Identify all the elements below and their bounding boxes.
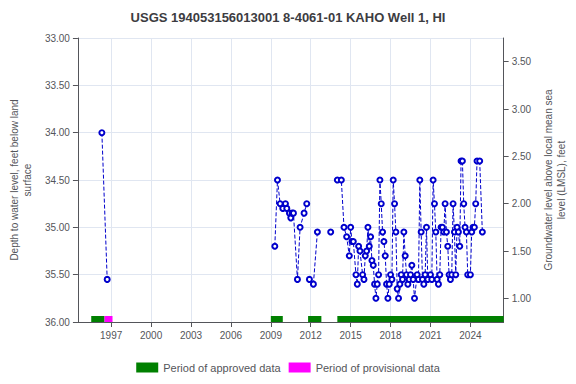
svg-text:2018: 2018 [379,330,402,341]
svg-text:2000: 2000 [140,330,163,341]
svg-text:2009: 2009 [260,330,283,341]
svg-text:3.50: 3.50 [512,56,532,67]
svg-text:34.00: 34.00 [45,127,70,138]
svg-text:33.00: 33.00 [45,33,70,44]
svg-text:36.00: 36.00 [45,317,70,328]
svg-text:Period of provisional data: Period of provisional data [316,362,441,374]
svg-text:1.00: 1.00 [512,293,532,304]
svg-text:2.00: 2.00 [512,198,532,209]
svg-text:35.00: 35.00 [45,222,70,233]
svg-text:USGS 194053156013001 8-4061-01: USGS 194053156013001 8-4061-01 KAHO Well… [131,10,446,25]
svg-text:35.50: 35.50 [45,269,70,280]
svg-text:33.50: 33.50 [45,80,70,91]
svg-text:2003: 2003 [180,330,203,341]
svg-text:2006: 2006 [220,330,243,341]
svg-text:2021: 2021 [419,330,442,341]
svg-text:2015: 2015 [340,330,363,341]
svg-text:34.50: 34.50 [45,175,70,186]
svg-text:Groundwater level above local: Groundwater level above local mean sea [543,89,554,271]
svg-text:3.00: 3.00 [512,104,532,115]
svg-text:Period of approved data: Period of approved data [163,362,281,374]
svg-text:level (LMSL), feet: level (LMSL), feet [556,141,567,220]
svg-text:1997: 1997 [100,330,123,341]
svg-text:2024: 2024 [459,330,482,341]
svg-text:2.50: 2.50 [512,151,532,162]
svg-text:Depth to water level, feet bel: Depth to water level, feet below land [9,99,20,260]
svg-text:1.50: 1.50 [512,246,532,257]
svg-text:2012: 2012 [300,330,323,341]
svg-text:surface: surface [22,163,33,196]
